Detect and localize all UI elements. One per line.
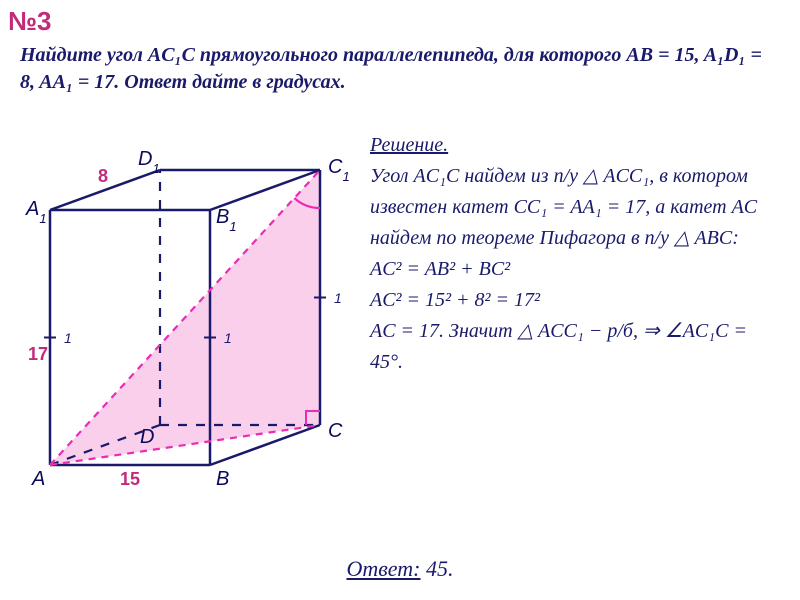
- svg-text:8: 8: [98, 166, 108, 186]
- solution-block: Решение. Угол AC₁C найдем из п/у △ ACC₁,…: [370, 130, 776, 378]
- svg-text:17: 17: [28, 344, 48, 364]
- answer-value: 45.: [426, 556, 454, 581]
- solution-line: Угол AC₁C найдем из п/у △ ACC₁, в которо…: [370, 165, 757, 249]
- svg-text:A1: A1: [25, 198, 47, 226]
- parallelepiped-diagram: 1 1 1 15 8 17 A B C D A1 B1 C1 D1: [20, 135, 360, 515]
- svg-text:B1: B1: [216, 206, 237, 234]
- svg-text:1: 1: [334, 290, 342, 306]
- problem-statement: Найдите угол AC₁C прямоугольного паралле…: [20, 42, 780, 96]
- svg-text:D: D: [140, 426, 154, 448]
- solution-line: AC² = AB² + BC²: [370, 258, 510, 280]
- solution-line: AC = 17. Значит △ ACC₁ − р/б, ⇒ ∠AC₁C = …: [370, 320, 747, 373]
- svg-text:1: 1: [64, 330, 72, 346]
- svg-text:A: A: [31, 468, 45, 490]
- svg-text:D1: D1: [138, 148, 160, 176]
- svg-text:C: C: [328, 420, 343, 442]
- svg-text:15: 15: [120, 469, 140, 489]
- solution-heading: Решение.: [370, 134, 448, 156]
- answer: Ответ: 45.: [0, 556, 800, 582]
- answer-label: Ответ:: [346, 556, 420, 581]
- solution-line: AC² = 15² + 8² = 17²: [370, 289, 540, 311]
- svg-text:1: 1: [224, 330, 232, 346]
- svg-text:C1: C1: [328, 156, 350, 184]
- problem-number: №3: [8, 6, 51, 37]
- svg-text:B: B: [216, 468, 229, 490]
